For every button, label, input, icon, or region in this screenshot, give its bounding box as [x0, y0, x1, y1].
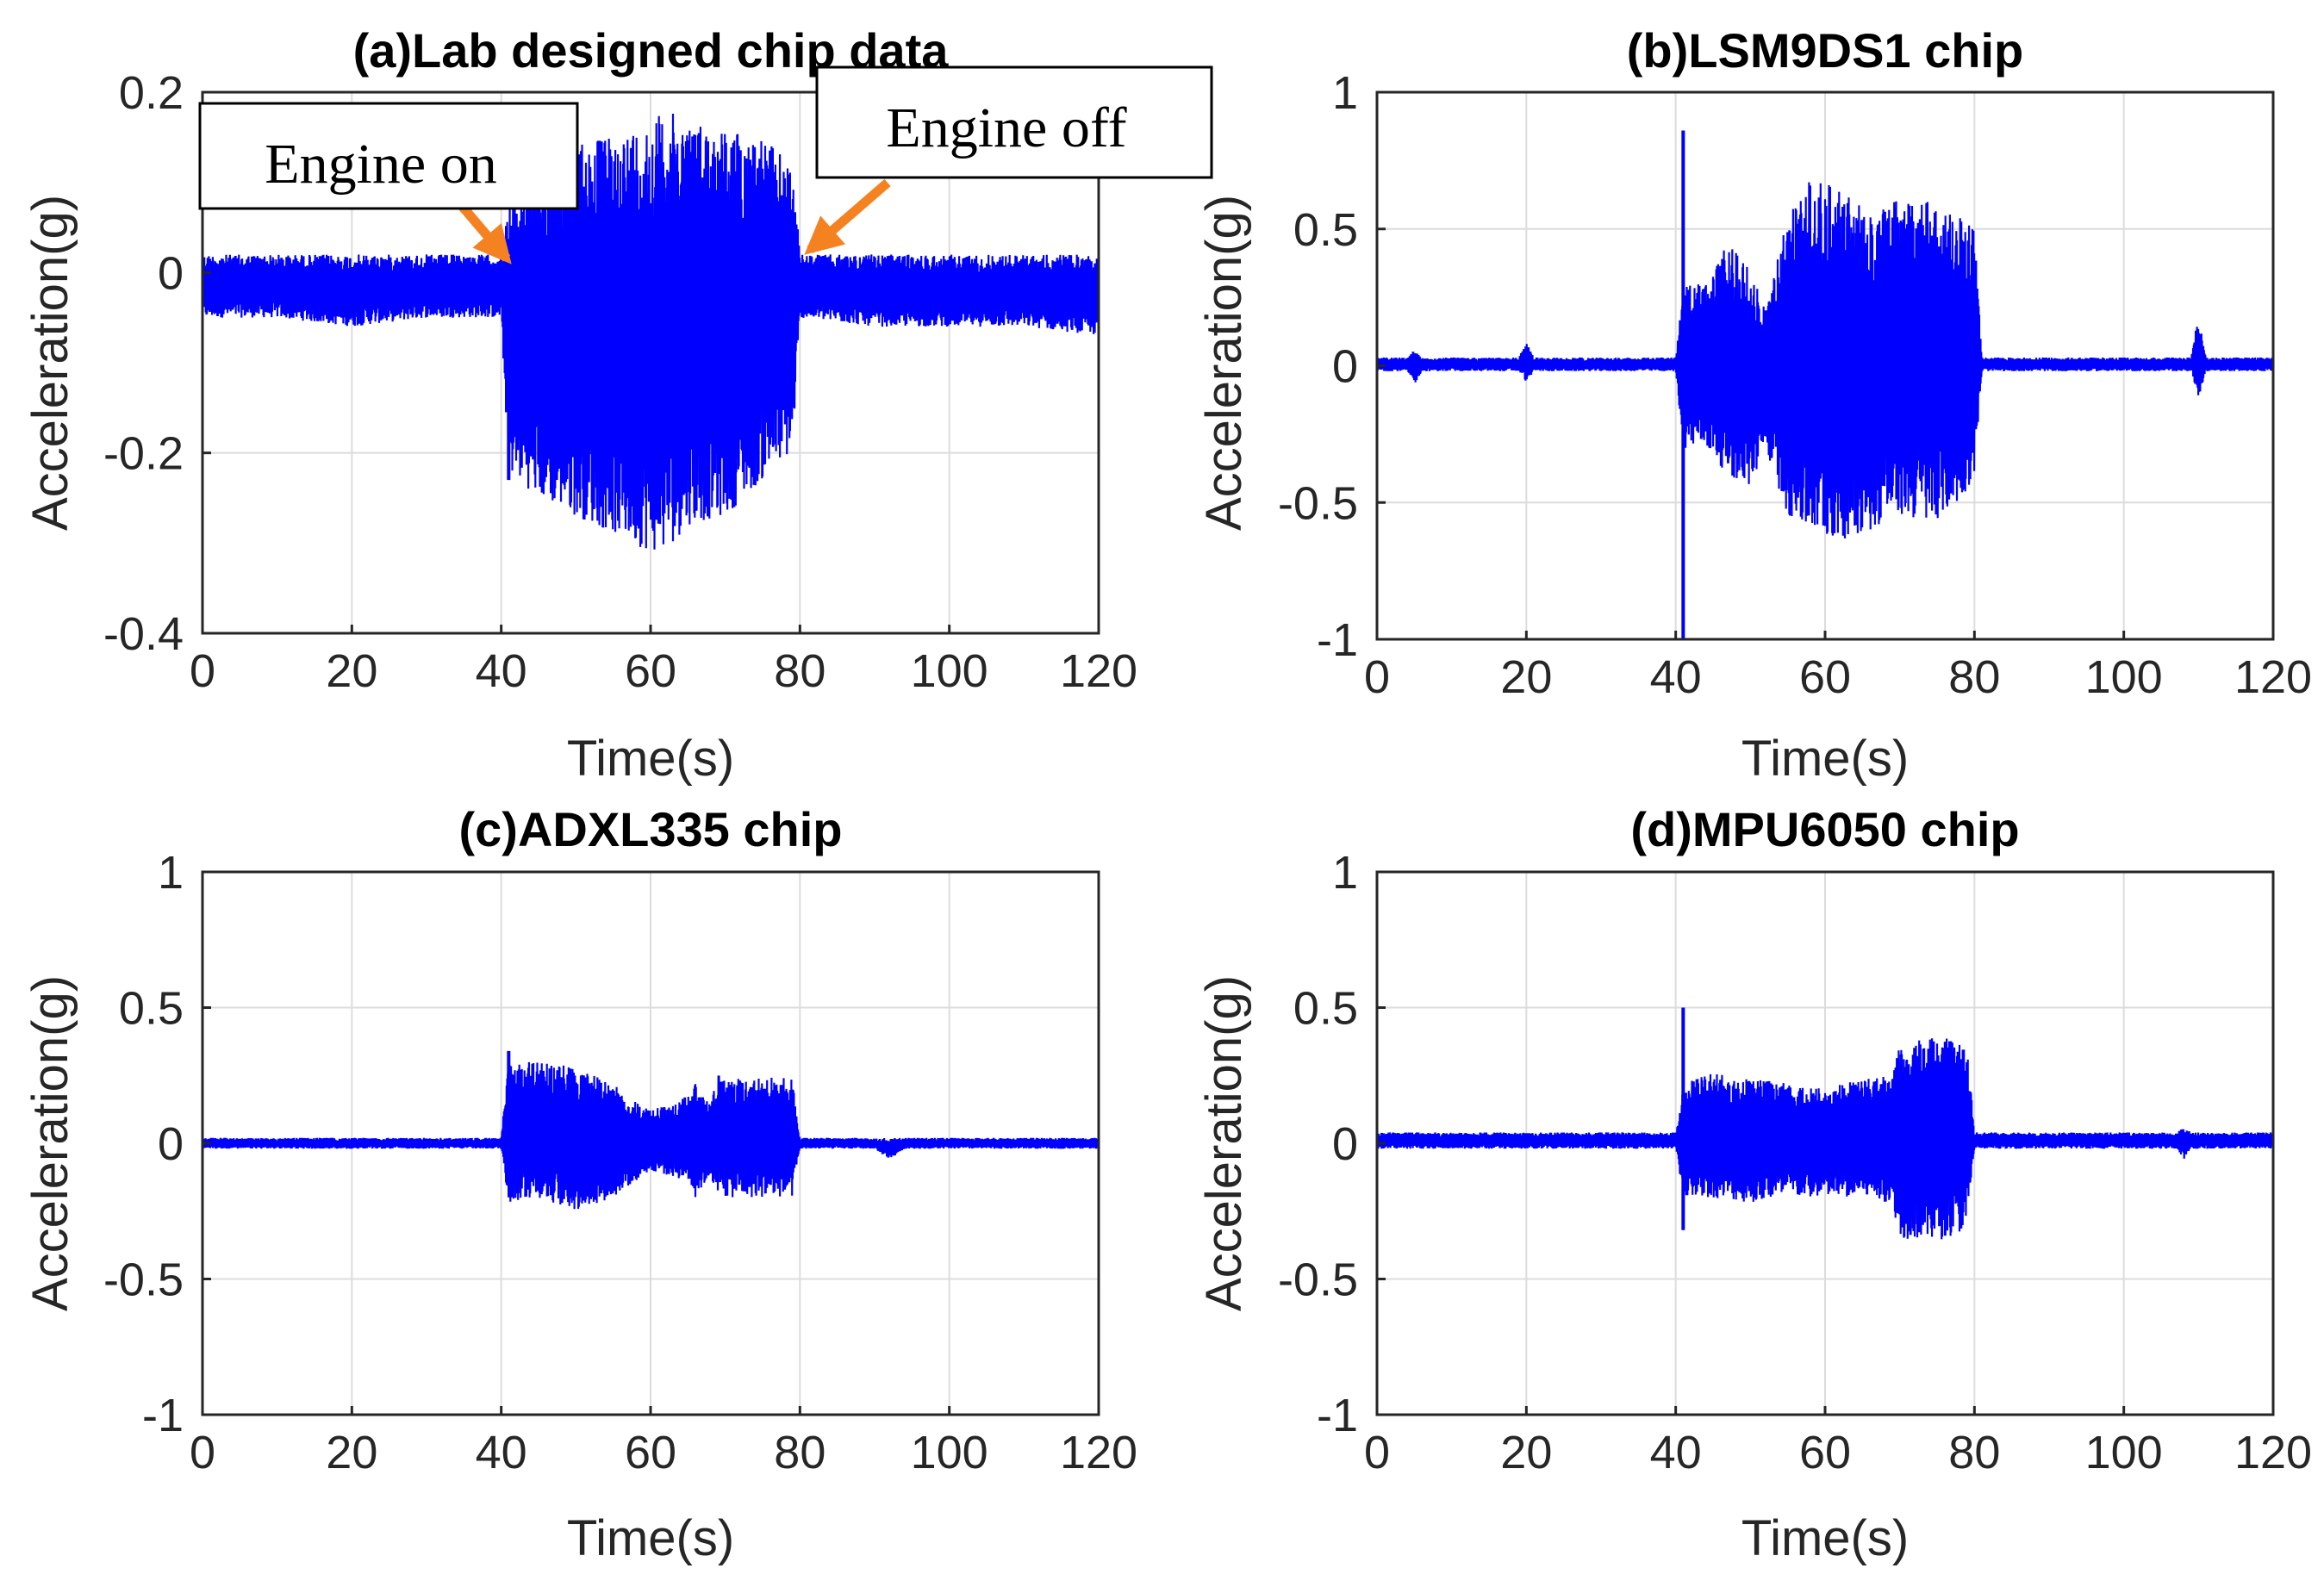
x-tick-label: 120 — [1060, 645, 1137, 697]
x-axis-label: Time(s) — [1741, 1510, 1909, 1566]
chart-title: (d)MPU6050 chip — [1630, 802, 2019, 856]
x-axis-label: Time(s) — [567, 1510, 734, 1566]
y-tick-label: 0.5 — [119, 983, 184, 1035]
x-tick-label: 20 — [326, 1427, 377, 1478]
x-tick-label: 20 — [1500, 651, 1552, 703]
x-tick-label: 100 — [2085, 1427, 2163, 1478]
engine-off-box — [815, 65, 1213, 179]
panel-d: 0 20 40 60 80 100 120 -1 -0.5 0 0.5 1 (d)MPU6050 c… — [1196, 802, 2312, 1566]
x-tick-label: 60 — [1799, 1427, 1851, 1478]
y-axis-label: Acceleration(g) — [1196, 195, 1252, 531]
x-tick-label: 100 — [2085, 651, 2163, 703]
signal-line — [1375, 182, 2275, 538]
y-tick-label: 0 — [158, 1118, 184, 1170]
engine-off-arrow — [804, 178, 891, 255]
y-tick-label: 1 — [1332, 67, 1358, 119]
y-tick-label: 1 — [1332, 847, 1358, 899]
x-tick-label: 40 — [476, 1427, 527, 1478]
x-ticks: 0 20 40 60 80 100 120 — [190, 1406, 1137, 1478]
signal-trace — [201, 113, 1100, 550]
y-tick-label: -0.5 — [1278, 477, 1358, 529]
y-ticks: -0.4 -0.2 0 0.2 — [103, 67, 211, 660]
signal-line — [201, 1061, 1100, 1210]
x-axis-label: Time(s) — [567, 731, 734, 787]
chart-title: (b)LSM9DS1 chip — [1627, 23, 2023, 78]
y-tick-label: -0.5 — [103, 1254, 184, 1306]
y-tick-label: -1 — [1317, 614, 1358, 666]
y-tick-label: -0.5 — [1278, 1254, 1358, 1306]
engine-on-box — [198, 102, 579, 210]
x-tick-label: 20 — [1500, 1427, 1552, 1478]
engine-off-label: Engine off — [886, 96, 1126, 159]
x-tick-label: 40 — [476, 645, 527, 697]
panel-a: 0 20 40 60 80 100 120 -0.4-0.200.2 (a)Lab desi… — [22, 23, 1213, 787]
signal-trace — [1375, 130, 2275, 639]
x-tick-label: 0 — [190, 645, 215, 697]
x-tick-label: 80 — [1948, 1427, 2000, 1478]
y-tick-label: 0.5 — [1293, 983, 1358, 1035]
x-tick-label: 40 — [1650, 1427, 1702, 1478]
engine-on-label: Engine on — [265, 133, 496, 196]
y-ticks: -1 -0.5 0 0.5 1 — [1278, 67, 1386, 666]
x-tick-label: 100 — [911, 645, 988, 697]
y-tick-label: 0.5 — [1293, 204, 1358, 256]
y-tick-label: 1 — [158, 847, 184, 899]
y-ticks: -1 -0.5 0 0.5 1 — [103, 847, 211, 1441]
y-axis-label: Acceleration(g) — [1196, 975, 1252, 1311]
x-ticks: 0 20 40 60 80 100 120 — [190, 625, 1137, 697]
y-tick-label: -0.4 — [103, 608, 184, 660]
panel-c: 0 20 40 60 80 100 120 -1 -0.5 0 0.5 1 (c)ADXL335 c… — [22, 802, 1137, 1566]
x-tick-label: 120 — [2234, 1427, 2312, 1478]
y-tick-label: -1 — [1317, 1390, 1358, 1441]
y-axis-label: Acceleration(g) — [22, 195, 78, 531]
y-ticks: -1 -0.5 0 0.5 1 — [1278, 847, 1386, 1441]
y-tick-label: -1 — [142, 1390, 184, 1441]
x-tick-label: 60 — [625, 645, 676, 697]
x-tick-label: 0 — [1364, 1427, 1390, 1478]
x-tick-label: 80 — [774, 1427, 826, 1478]
signal-trace — [201, 1050, 1100, 1210]
panel-b: 0 20 40 60 80 100 120 -1 -0.5 0 0.5 1 (b)LSM9DS1 c… — [1196, 23, 2312, 787]
x-tick-label: 0 — [190, 1427, 215, 1478]
y-tick-label: 0 — [1332, 341, 1358, 393]
x-tick-label: 0 — [1364, 651, 1390, 703]
x-tick-label: 80 — [1948, 651, 2000, 703]
x-tick-label: 60 — [625, 1427, 676, 1478]
x-tick-label: 80 — [774, 645, 826, 697]
y-axis-label: Acceleration(g) — [22, 975, 78, 1311]
x-tick-label: 120 — [1060, 1427, 1137, 1478]
x-ticks: 0 20 40 60 80 100 120 — [1364, 1406, 2312, 1478]
x-tick-label: 100 — [911, 1427, 988, 1478]
x-tick-label: 60 — [1799, 651, 1851, 703]
y-tick-label: 0 — [1332, 1118, 1358, 1170]
signal-trace — [1375, 1007, 2275, 1240]
y-tick-label: -0.2 — [103, 428, 184, 480]
y-tick-label: 0 — [158, 247, 184, 299]
x-tick-label: 120 — [2234, 651, 2312, 703]
x-axis-label: Time(s) — [1741, 731, 1909, 787]
x-tick-label: 20 — [326, 645, 377, 697]
x-tick-label: 40 — [1650, 651, 1702, 703]
y-tick-label: 0.2 — [119, 67, 184, 119]
chart-title: (c)ADXL335 chip — [459, 802, 843, 856]
signal-line — [1375, 1038, 2275, 1240]
x-ticks: 0 20 40 60 80 100 120 — [1364, 631, 2312, 703]
signal-line — [201, 113, 1100, 550]
